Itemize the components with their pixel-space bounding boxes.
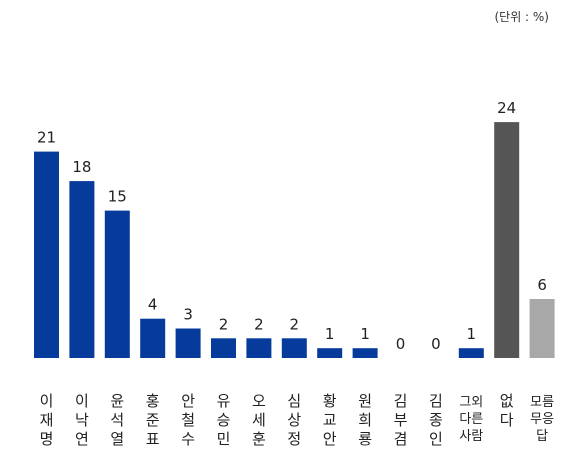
bar-3 [140, 318, 166, 358]
category-label-7-line-2: 정 [287, 430, 301, 448]
bar-2 [104, 210, 130, 358]
bar-9 [352, 348, 378, 358]
value-label-6: 2 [254, 315, 264, 333]
bar-7 [281, 338, 307, 358]
category-label-10-line-2: 겸 [394, 430, 408, 448]
category-label-3-line-0: 홍 [146, 392, 160, 410]
category-label-8-line-1: 교 [323, 411, 337, 429]
category-label-0-line-0: 이 [40, 392, 54, 410]
value-label-2: 15 [108, 188, 127, 206]
bar-0 [34, 151, 59, 358]
category-label-9-line-1: 희 [358, 411, 372, 429]
bar-1 [69, 181, 95, 358]
category-label-7-line-0: 심 [287, 392, 301, 410]
category-label-5-line-1: 승 [217, 411, 231, 429]
value-label-5: 2 [219, 315, 229, 333]
category-label-9-line-2: 룡 [358, 430, 372, 448]
category-label-3-line-2: 표 [146, 430, 160, 448]
category-label-5-line-0: 유 [217, 392, 231, 410]
category-label-6-line-2: 훈 [252, 430, 266, 448]
category-label-14-line-0: 모름 [530, 395, 554, 410]
category-label-14-line-1: 무응 [530, 412, 554, 427]
category-label-2-line-2: 열 [110, 430, 124, 448]
category-label-6-line-0: 오 [252, 392, 266, 410]
value-label-1: 18 [72, 158, 91, 176]
value-label-14: 6 [537, 276, 547, 294]
category-label-14-line-2: 답 [536, 429, 548, 444]
bar-14 [529, 299, 555, 358]
category-label-1-line-1: 낙 [75, 411, 89, 429]
category-label-13-line-1: 다 [500, 411, 514, 429]
bar-4 [175, 328, 201, 358]
bar-6 [246, 338, 272, 358]
category-label-2-line-1: 석 [110, 411, 124, 429]
category-label-12-line-1: 다른 [459, 412, 483, 427]
category-label-1-line-2: 연 [75, 430, 89, 448]
value-label-11: 0 [431, 335, 441, 353]
category-label-4-line-1: 철 [181, 411, 195, 429]
value-label-3: 4 [148, 296, 158, 314]
category-label-11-line-0: 김 [429, 392, 443, 410]
category-label-1-line-0: 이 [75, 392, 89, 410]
bar-13 [494, 122, 520, 358]
category-label-12-line-0: 그외 [459, 395, 483, 410]
value-label-0: 21 [37, 129, 56, 147]
bar-8 [317, 348, 343, 358]
category-label-12-line-2: 사람 [459, 429, 483, 444]
category-label-3-line-1: 준 [146, 411, 160, 429]
bar-5 [211, 338, 236, 358]
category-label-11-line-2: 인 [429, 430, 443, 448]
category-label-4-line-0: 안 [181, 392, 195, 410]
unit-label: (단위 : %) [494, 10, 549, 24]
category-label-10-line-1: 부 [394, 411, 408, 429]
bar-12 [458, 348, 484, 358]
value-label-13: 24 [497, 99, 516, 117]
value-label-8: 1 [325, 325, 335, 343]
category-label-4-line-2: 수 [181, 430, 195, 448]
category-label-13-line-0: 없 [500, 392, 514, 410]
category-label-7-line-1: 상 [287, 411, 301, 429]
value-label-12: 1 [467, 325, 477, 343]
value-label-10: 0 [396, 335, 406, 353]
category-label-8-line-0: 황 [323, 392, 337, 410]
category-label-0-line-2: 명 [40, 430, 54, 448]
category-label-8-line-2: 안 [323, 430, 337, 448]
value-label-9: 1 [360, 325, 370, 343]
category-label-11-line-1: 종 [429, 411, 443, 429]
category-label-10-line-0: 김 [394, 392, 408, 410]
category-label-0-line-1: 재 [40, 411, 54, 429]
value-label-4: 3 [183, 306, 193, 324]
category-label-9-line-0: 원 [358, 392, 372, 410]
category-label-6-line-1: 세 [252, 411, 266, 429]
category-label-2-line-0: 윤 [110, 392, 124, 410]
value-label-7: 2 [290, 315, 300, 333]
category-label-5-line-2: 민 [217, 430, 231, 448]
